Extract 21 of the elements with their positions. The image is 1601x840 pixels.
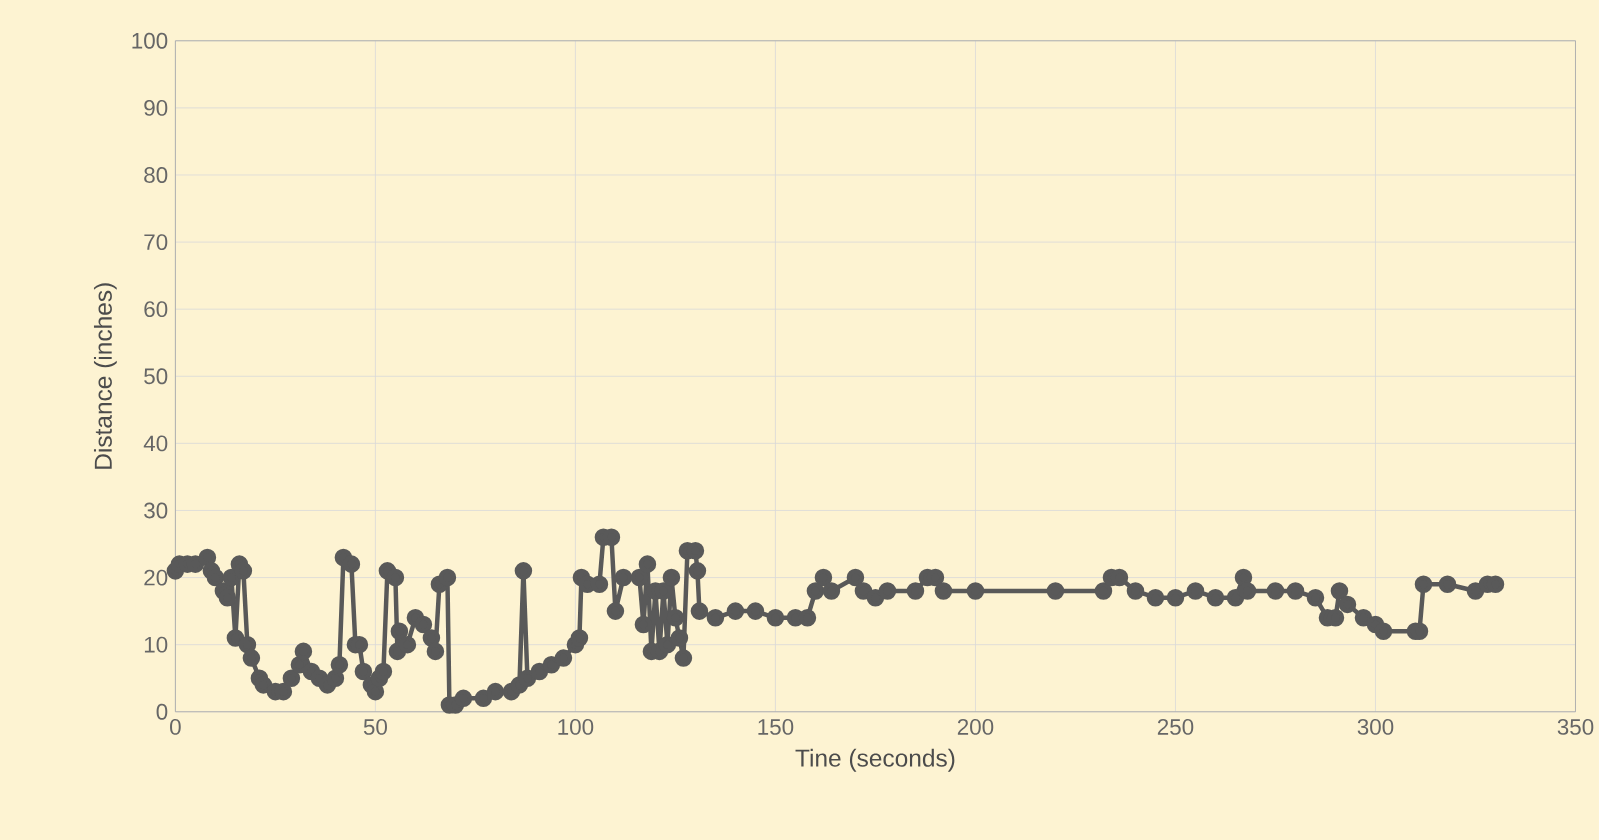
y-tick-label: 90 (144, 99, 168, 116)
x-tick-label: 50 (363, 718, 387, 735)
y-tick-label: 70 (144, 234, 168, 250)
x-tick-label: 300 (1357, 718, 1394, 735)
y-tick-label: 100 (132, 32, 168, 49)
y-tick-label: 0 (156, 703, 168, 720)
y-tick-label: 80 (144, 166, 168, 183)
y-tick-label: 30 (144, 502, 168, 519)
x-tick-label: 100 (558, 718, 594, 735)
y-tick-label: 20 (144, 569, 168, 586)
y-tick-label: 60 (144, 301, 168, 317)
y-axis-title: Distance (inches) (93, 283, 117, 469)
y-tick-label: 50 (144, 368, 168, 385)
x-axis-title: Tine (seconds) (795, 748, 955, 772)
x-tick-label: 150 (758, 718, 794, 735)
x-tick-label: 0 (170, 718, 181, 735)
x-tick-label: 200 (957, 718, 994, 735)
x-tick-label: 250 (1157, 718, 1194, 735)
x-tick-label: 350 (1557, 718, 1594, 735)
y-tick-label: 40 (143, 435, 168, 452)
y-tick-label: 10 (144, 636, 168, 653)
